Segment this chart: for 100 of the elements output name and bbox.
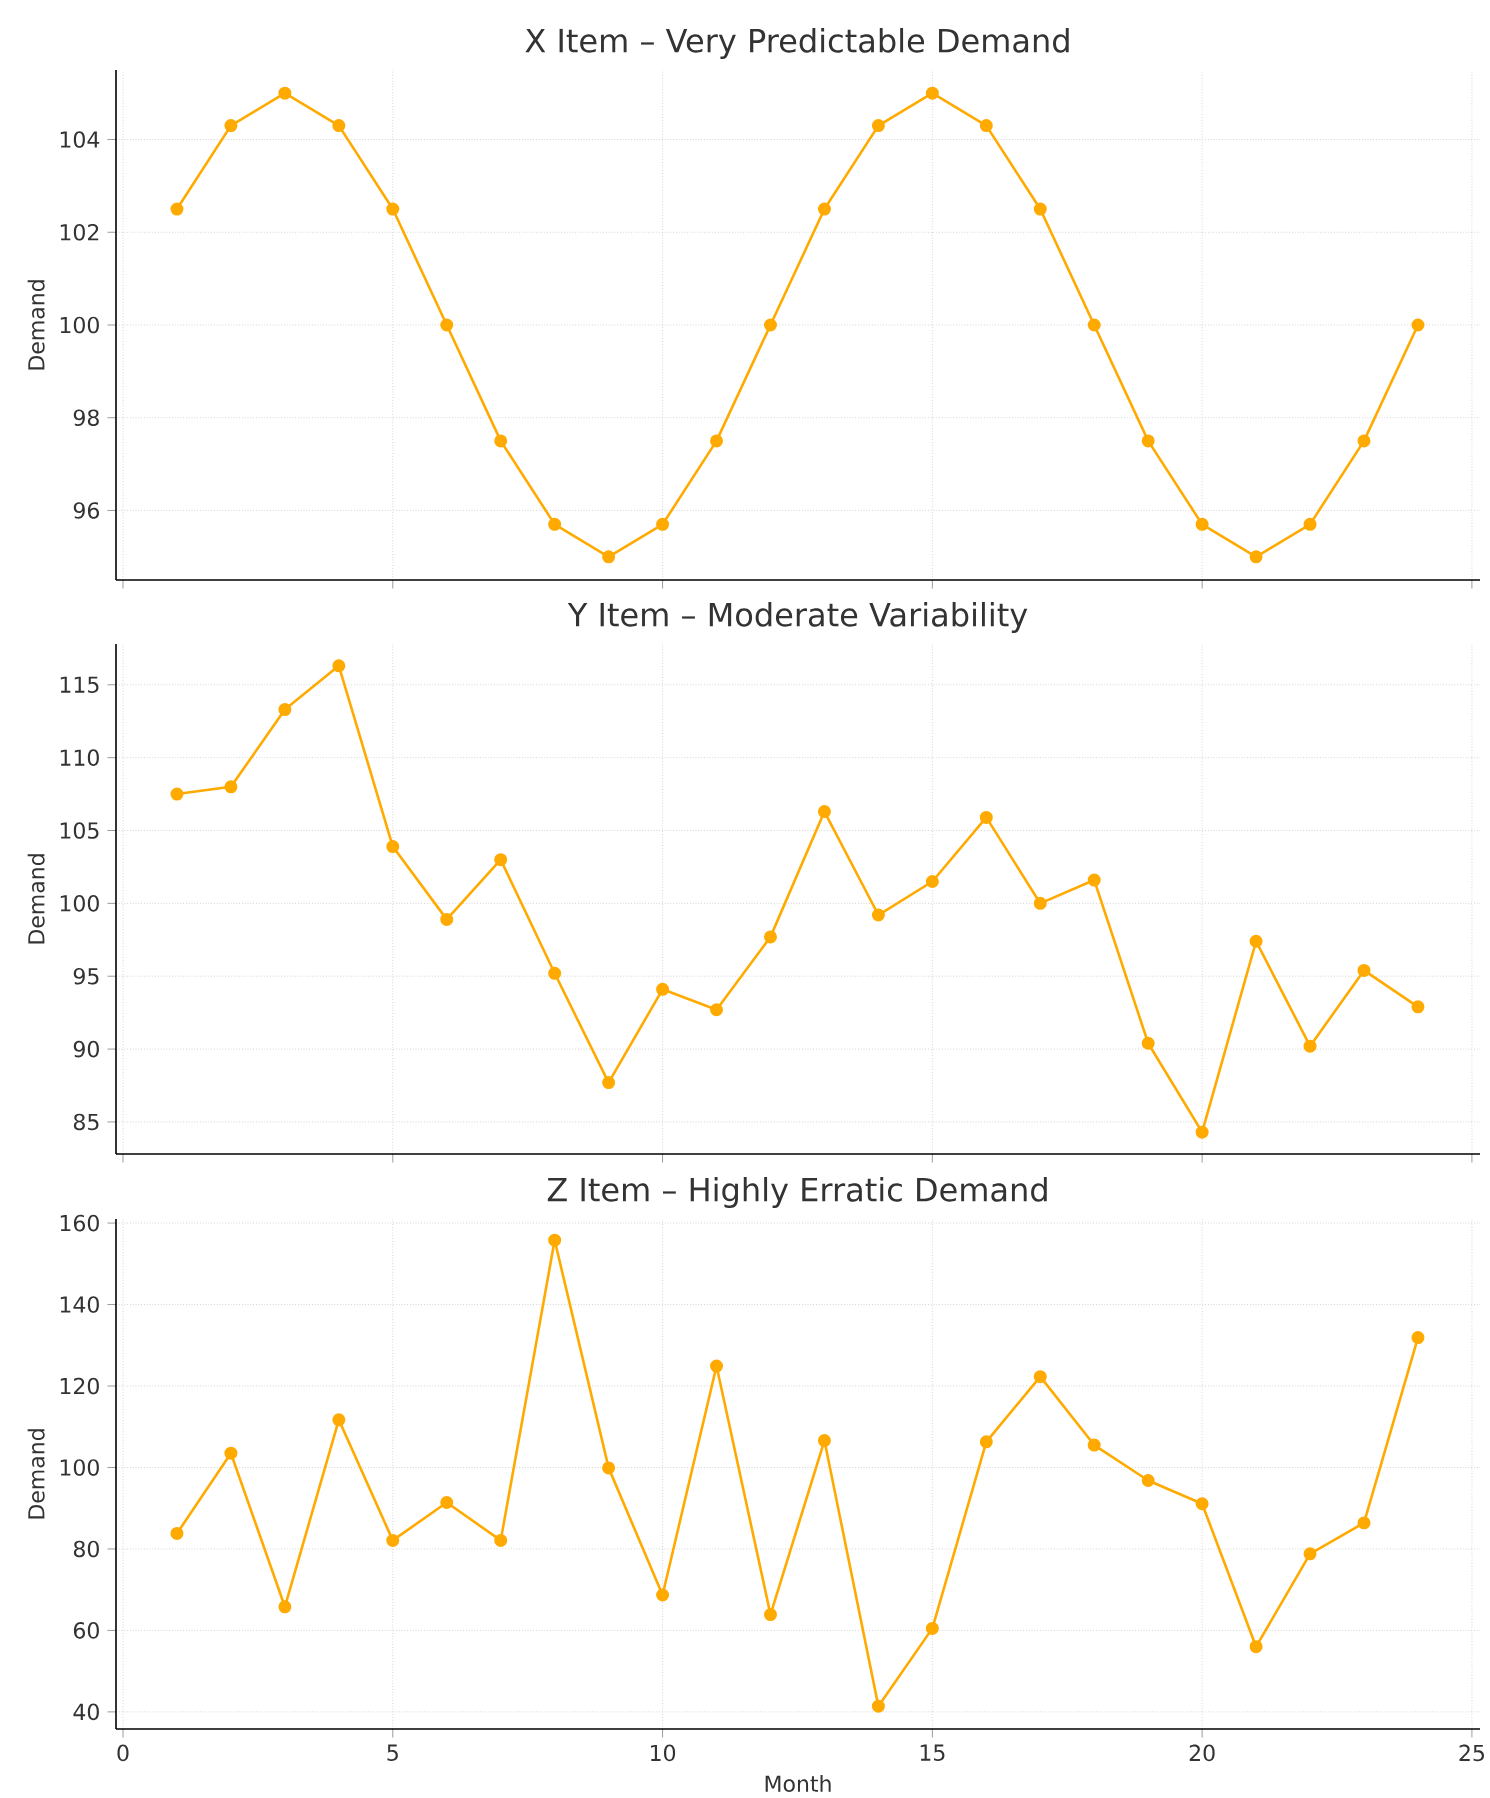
point [278,86,292,100]
point [602,1076,616,1090]
point [602,550,616,564]
x-tick-label: 10 [650,1744,676,1762]
x-tick-label: 0 [117,1744,129,1762]
point [710,1003,724,1017]
point [1249,550,1263,564]
point [548,966,562,980]
point [1249,934,1263,948]
x-tick-label: 5 [387,1744,398,1761]
y-tick-label: 115 [60,676,99,693]
point [1195,1497,1209,1511]
y-tick-label: 60 [73,1622,99,1639]
point [548,517,562,531]
point [817,805,831,819]
y-tick-label: 96 [73,502,100,519]
y-tick-label: 100 [60,895,99,912]
point [1303,1547,1317,1561]
x-axis-title: Month [765,1774,831,1792]
y-tick-label: 80 [73,1540,99,1558]
point [386,202,400,216]
point [1141,1474,1155,1488]
point [925,1621,939,1635]
point [278,1600,292,1614]
point [979,810,993,824]
y-tick-label: 120 [60,1377,99,1395]
point [925,875,939,888]
y-tick-label: 102 [60,223,99,241]
y-tick-label: 98 [73,409,99,427]
point [656,982,670,996]
y-tick-label: 160 [60,1214,99,1232]
point [440,1496,454,1510]
point [386,840,400,854]
y-axis-title: Demand [27,854,45,944]
point [1087,1438,1101,1452]
point [763,1608,777,1622]
point [1411,1331,1425,1345]
point [817,1434,831,1448]
point [1087,318,1101,332]
point [332,1413,346,1427]
point [1303,517,1317,531]
point [656,1588,670,1602]
y-tick-label: 100 [60,316,99,334]
point [332,119,346,133]
point [871,908,885,922]
point [656,517,670,531]
x-tick-label: 25 [1459,1744,1484,1762]
point [979,119,993,133]
point [386,1533,400,1547]
x-tick-label: 20 [1189,1744,1215,1762]
point [1195,517,1209,531]
y-tick-label: 100 [60,1459,99,1476]
point [494,853,508,867]
point [548,1233,562,1247]
point [763,318,777,332]
point [224,1446,238,1460]
point [1033,1370,1047,1384]
y-tick-label: 104 [60,131,100,148]
y-tick-label: 140 [60,1296,99,1313]
y-tick-label: 90 [73,1040,99,1058]
y-tick-label: 40 [73,1703,99,1721]
point [170,1526,184,1540]
point [224,119,238,133]
x-tick-label: 15 [920,1744,945,1761]
y-tick-label: 95 [73,967,99,985]
point [710,434,724,448]
point [1141,1036,1155,1050]
point [440,318,454,332]
chart-title: Z Item – Highly Erratic Demand [547,1176,1047,1208]
point [278,703,292,717]
point [710,1359,724,1373]
y-tick-label: 105 [60,822,99,839]
point [871,119,885,133]
point [1303,1039,1317,1053]
point [494,1533,508,1547]
point [1357,1516,1371,1530]
point [170,787,184,801]
point [763,930,777,944]
point [1357,434,1371,448]
point [170,202,184,216]
point [1195,1125,1209,1139]
point [602,1461,616,1475]
point [979,1435,993,1449]
point [1249,1640,1263,1654]
point [1357,963,1371,977]
chart-title: X Item – Very Predictable Demand [525,27,1069,59]
y-axis-title: Demand [27,280,45,370]
point [494,434,508,448]
point [1411,318,1425,332]
point [1411,1000,1425,1014]
y-axis-title: Demand [27,1429,45,1519]
point [440,912,454,926]
point [871,1699,885,1713]
y-tick-label: 85 [73,1113,99,1131]
point [1033,896,1047,910]
point [224,780,238,794]
point [1087,873,1101,887]
point [1141,434,1155,448]
y-tick-label: 110 [60,749,99,766]
point [332,659,346,673]
